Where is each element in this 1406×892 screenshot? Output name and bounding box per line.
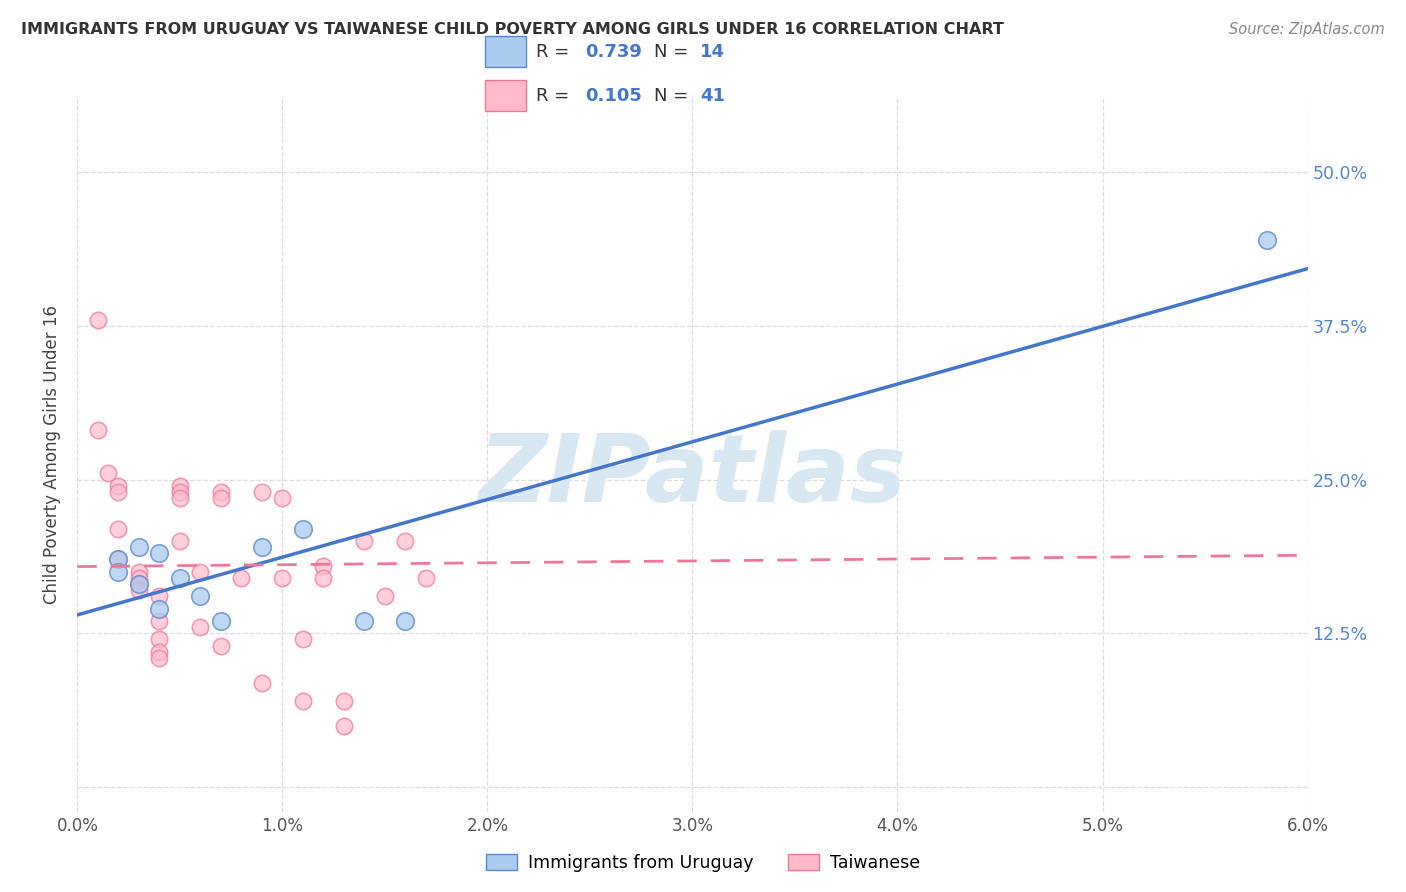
Point xyxy=(353,534,375,549)
Y-axis label: Child Poverty Among Girls Under 16: Child Poverty Among Girls Under 16 xyxy=(44,305,62,605)
Point xyxy=(97,467,120,481)
Point xyxy=(169,484,191,499)
Text: ZIPatlas: ZIPatlas xyxy=(478,430,907,523)
Point xyxy=(107,478,129,492)
Legend: Immigrants from Uruguay, Taiwanese: Immigrants from Uruguay, Taiwanese xyxy=(479,847,927,879)
Text: IMMIGRANTS FROM URUGUAY VS TAIWANESE CHILD POVERTY AMONG GIRLS UNDER 16 CORRELAT: IMMIGRANTS FROM URUGUAY VS TAIWANESE CHI… xyxy=(21,22,1004,37)
Point xyxy=(148,546,170,560)
Point xyxy=(107,522,129,536)
Point xyxy=(312,558,335,573)
Point xyxy=(333,718,356,732)
Point xyxy=(209,484,232,499)
Text: 41: 41 xyxy=(700,87,725,104)
Point xyxy=(107,484,129,499)
Point xyxy=(128,577,150,591)
Point xyxy=(148,590,170,604)
Point xyxy=(374,590,396,604)
Text: N =: N = xyxy=(654,87,693,104)
Text: 0.105: 0.105 xyxy=(585,87,641,104)
Point xyxy=(1256,233,1278,247)
Point xyxy=(209,639,232,653)
Point xyxy=(209,491,232,505)
Point xyxy=(250,675,273,690)
Point xyxy=(169,534,191,549)
Point xyxy=(190,620,212,634)
Text: N =: N = xyxy=(654,43,693,61)
Point xyxy=(291,694,314,708)
Point xyxy=(128,571,150,585)
Text: 0.739: 0.739 xyxy=(585,43,641,61)
Point xyxy=(148,632,170,647)
FancyBboxPatch shape xyxy=(485,80,526,111)
Point xyxy=(107,565,129,579)
Point xyxy=(209,614,232,628)
Point xyxy=(415,571,437,585)
Point xyxy=(87,312,110,326)
Point xyxy=(333,694,356,708)
Point xyxy=(271,571,294,585)
Point xyxy=(291,632,314,647)
Point xyxy=(169,491,191,505)
Point xyxy=(271,491,294,505)
Point xyxy=(291,522,314,536)
Point xyxy=(353,614,375,628)
Point xyxy=(107,552,129,566)
Point xyxy=(128,583,150,598)
Point xyxy=(87,423,110,437)
Text: R =: R = xyxy=(536,87,575,104)
Point xyxy=(250,484,273,499)
Point xyxy=(148,614,170,628)
Text: Source: ZipAtlas.com: Source: ZipAtlas.com xyxy=(1229,22,1385,37)
FancyBboxPatch shape xyxy=(485,36,526,67)
Point xyxy=(128,540,150,554)
Point xyxy=(394,614,416,628)
Point xyxy=(148,651,170,665)
Point xyxy=(169,571,191,585)
Text: R =: R = xyxy=(536,43,575,61)
Point xyxy=(231,571,253,585)
Point xyxy=(128,577,150,591)
Point xyxy=(394,534,416,549)
Point xyxy=(169,478,191,492)
Text: 14: 14 xyxy=(700,43,725,61)
Point xyxy=(107,552,129,566)
Point xyxy=(190,590,212,604)
Point xyxy=(148,601,170,615)
Point xyxy=(250,540,273,554)
Point xyxy=(128,565,150,579)
Point xyxy=(312,571,335,585)
Point xyxy=(148,645,170,659)
Point xyxy=(190,565,212,579)
